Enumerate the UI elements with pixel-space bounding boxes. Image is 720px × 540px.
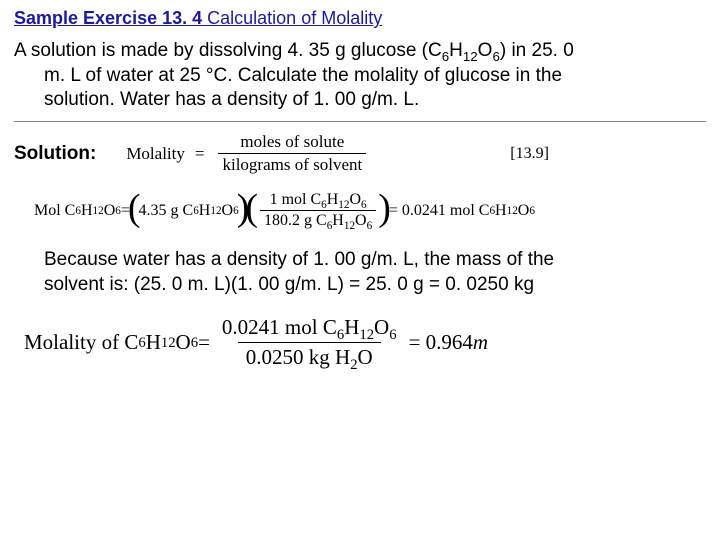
fd-pre: 180.2 g C	[264, 212, 327, 229]
lparen1: (	[128, 197, 141, 220]
problem-line1-b: ) in 25. 0	[500, 40, 574, 61]
fn2-m2: O	[374, 315, 389, 339]
fd-m2: O	[355, 212, 367, 229]
molality-definition: Molality = moles of solute kilograms of …	[126, 132, 370, 175]
problem-statement: A solution is made by dissolving 4. 35 g…	[14, 39, 706, 113]
lparen2: (	[245, 197, 258, 220]
solvent-mass-explanation: Because water has a density of 1. 00 g/m…	[44, 248, 706, 297]
molality-fraction: moles of solute kilograms of solvent	[218, 132, 366, 175]
sym-o: O	[478, 40, 493, 61]
final-fraction: 0.0241 mol C6H12O6 0.0250 kg H2O	[214, 313, 405, 372]
f-m1: H	[146, 330, 161, 355]
molality-num: moles of solute	[236, 132, 348, 153]
fn2-s3: 6	[389, 328, 396, 344]
explain-line2: solvent is: (25. 0 m. L)(1. 00 g/m. L) =…	[44, 274, 534, 295]
sym-h: H	[449, 40, 463, 61]
moles-calculation: Mol C6H12O6 = (4.35 g C6H12O6) ( 1 mol C…	[34, 191, 706, 230]
conv-den: 180.2 g C6H12O6	[260, 210, 376, 230]
fd-s2: 12	[344, 220, 355, 232]
final-unit: m	[473, 330, 488, 355]
fd2-m1: O	[358, 345, 373, 369]
divider	[14, 121, 706, 122]
fd2-s1: 2	[350, 358, 357, 374]
fn-pre: 1 mol C	[270, 191, 322, 208]
calc-mass: 4.35 g C	[139, 202, 194, 220]
solution-row: Solution: Molality = moles of solute kil…	[14, 132, 706, 175]
conversion-fraction: 1 mol C6H12O6 180.2 g C6H12O6	[260, 191, 376, 230]
calc-result-pre: = 0.0241 mol C	[389, 202, 490, 220]
explain-line1: Because water has a density of 1. 00 g/m…	[44, 249, 554, 270]
exercise-title: Sample Exercise 13. 4 Calculation of Mol…	[14, 8, 706, 29]
calc-lhs-pre: Mol C	[34, 202, 75, 220]
fd-s3: 6	[367, 220, 373, 232]
final-den: 0.0250 kg H2O	[238, 342, 381, 372]
final-result: = 0.964	[409, 330, 473, 355]
m-m1: H	[199, 202, 211, 220]
solution-label: Solution:	[14, 143, 96, 165]
title-rest: Calculation of Molality	[202, 8, 382, 28]
problem-line2: m. L of water at 25 °C. Calculate the mo…	[14, 64, 706, 89]
page-root: Sample Exercise 13. 4 Calculation of Mol…	[0, 0, 720, 372]
problem-line3: solution. Water has a density of 1. 00 g…	[14, 88, 706, 113]
eq-sign: =	[195, 144, 205, 164]
sub-6b: 6	[492, 49, 499, 64]
f-m2: O	[176, 330, 191, 355]
fn2-s2: 12	[359, 328, 374, 344]
molality-den: kilograms of solvent	[218, 153, 366, 175]
fn-m1: H	[327, 191, 339, 208]
c-m2: O	[104, 202, 116, 220]
sub-12a: 12	[463, 49, 478, 64]
r-m2: O	[518, 202, 530, 220]
m-m2: O	[222, 202, 234, 220]
title-number: Sample Exercise 13. 4	[14, 8, 202, 28]
fden-pre: 0.0250 kg H	[246, 345, 350, 369]
final-eq: =	[198, 330, 210, 355]
rparen2: )	[378, 197, 391, 220]
fn-m2: O	[349, 191, 361, 208]
r-m1: H	[495, 202, 507, 220]
conv-num: 1 mol C6H12O6	[266, 191, 371, 210]
equation-ref: [13.9]	[510, 145, 549, 163]
problem-line1-a: A solution is made by dissolving 4. 35 g…	[14, 40, 442, 61]
final-molality-calculation: Molality of C6H12O6 = 0.0241 mol C6H12O6…	[24, 313, 706, 372]
final-lhs-pre: Molality of C	[24, 330, 138, 355]
final-num: 0.0241 mol C6H12O6	[214, 313, 405, 342]
fn2-m1: H	[344, 315, 359, 339]
fnum-pre: 0.0241 mol C	[222, 315, 337, 339]
c-m1: H	[81, 202, 93, 220]
molality-lhs: Molality	[126, 144, 185, 164]
fd-m1: H	[332, 212, 344, 229]
